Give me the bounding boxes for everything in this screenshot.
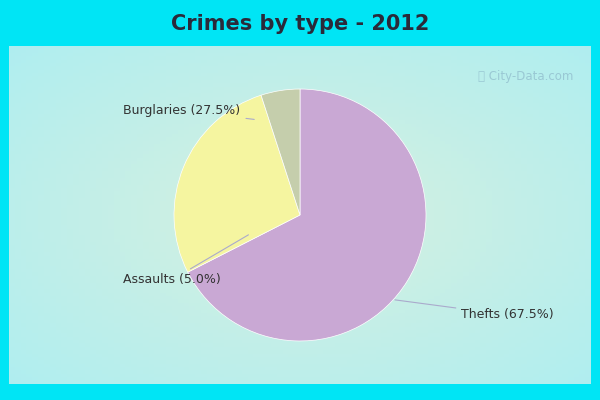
Wedge shape <box>261 89 300 215</box>
Wedge shape <box>174 95 300 272</box>
Text: Thefts (67.5%): Thefts (67.5%) <box>395 300 554 321</box>
Text: ⓘ City-Data.com: ⓘ City-Data.com <box>478 70 574 83</box>
Text: Crimes by type - 2012: Crimes by type - 2012 <box>171 14 429 34</box>
Text: Assaults (5.0%): Assaults (5.0%) <box>124 235 248 286</box>
Text: Burglaries (27.5%): Burglaries (27.5%) <box>124 104 254 120</box>
Wedge shape <box>188 89 426 341</box>
